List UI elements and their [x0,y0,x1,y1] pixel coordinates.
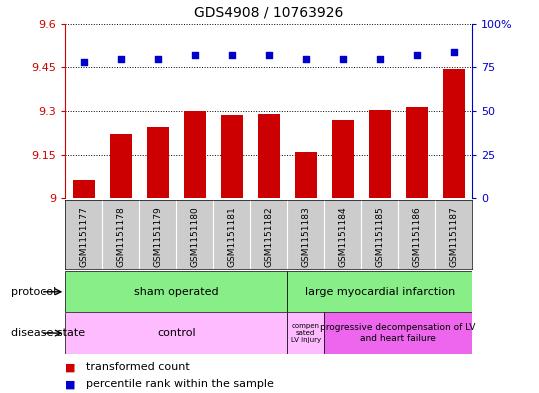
Text: large myocardial infarction: large myocardial infarction [305,287,455,297]
Bar [220,116,243,198]
Text: GSM1151178: GSM1151178 [116,206,125,267]
Bar [287,312,324,354]
Text: GSM1151182: GSM1151182 [264,206,273,266]
Text: GSM1151179: GSM1151179 [153,206,162,267]
Text: GSM1151187: GSM1151187 [449,206,458,267]
Text: GSM1151181: GSM1151181 [227,206,236,267]
Text: GSM1151177: GSM1151177 [79,206,88,267]
Bar [369,110,391,198]
Text: percentile rank within the sample: percentile rank within the sample [86,379,274,389]
Bar [109,134,132,198]
Text: GSM1151185: GSM1151185 [375,206,384,267]
Text: ■: ■ [65,362,75,373]
Bar [443,69,465,198]
Title: GDS4908 / 10763926: GDS4908 / 10763926 [194,6,343,20]
Point [412,52,421,58]
Text: GSM1151183: GSM1151183 [301,206,310,267]
Text: compen
sated
LV injury: compen sated LV injury [291,323,321,343]
Point [338,55,347,62]
Point [227,52,236,58]
Point [154,55,162,62]
Bar [295,152,317,198]
Bar [147,127,169,198]
Text: protocol: protocol [11,287,56,297]
Text: transformed count: transformed count [86,362,189,373]
Point [450,48,458,55]
Bar [73,180,95,198]
Text: disease state: disease state [11,328,85,338]
Text: progressive decompensation of LV
and heart failure: progressive decompensation of LV and hea… [321,323,476,343]
Bar [331,120,354,198]
Text: control: control [157,328,196,338]
Point [116,55,125,62]
Point [375,55,384,62]
Bar [324,312,472,354]
Point [301,55,310,62]
Text: GSM1151186: GSM1151186 [412,206,421,267]
Bar [405,107,428,198]
Point [190,52,199,58]
Bar [287,271,472,312]
Point [79,59,88,65]
Text: sham operated: sham operated [134,287,218,297]
Text: GSM1151180: GSM1151180 [190,206,199,267]
Bar [258,114,280,198]
Bar [65,271,287,312]
Text: GSM1151184: GSM1151184 [338,206,347,266]
Bar [184,111,206,198]
Bar [65,312,287,354]
Point [265,52,273,58]
Text: ■: ■ [65,379,75,389]
